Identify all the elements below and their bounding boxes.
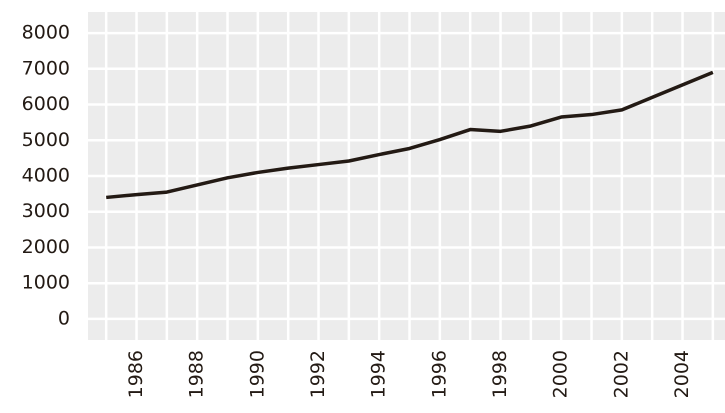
x-tick-label: 1988 [186,350,208,398]
x-tick-label: 2002 [610,350,632,398]
x-tick-label: 1994 [368,350,390,398]
y-tick-label: 8000 [22,22,70,44]
x-tick-label: 1996 [428,350,450,398]
x-tick-label: 1998 [489,350,511,398]
y-tick-label: 6000 [22,93,70,115]
y-tick-label: 7000 [22,57,70,79]
data-line [106,70,714,200]
y-tick-label: 5000 [22,129,70,151]
y-tick-label: 1000 [22,272,70,294]
y-tick-label: 3000 [22,200,70,222]
x-tick-label: 1990 [246,350,268,398]
y-tick-label: 0 [58,307,70,329]
x-tick-label: 1986 [125,350,147,398]
y-tick-label: 4000 [22,165,70,187]
y-tick-label: 2000 [22,236,70,258]
x-tick-label: 2000 [550,350,572,398]
x-tick-label: 1992 [307,350,329,398]
x-tick-label: 2004 [671,350,693,398]
